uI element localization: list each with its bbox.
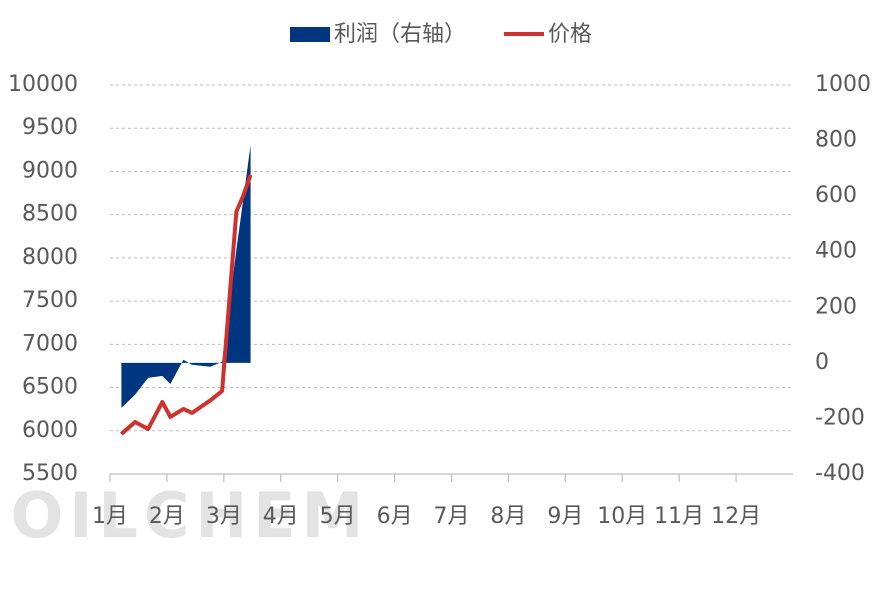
y2-tick-label: -200 (815, 405, 865, 430)
y2-tick-label: 1000 (815, 72, 871, 97)
x-tick-label: 3月 (206, 504, 242, 529)
y2-tick-label: 0 (815, 350, 829, 375)
y-tick-label: 7500 (22, 288, 78, 313)
y-tick-label: 6000 (22, 418, 78, 443)
y-tick-label: 9000 (22, 158, 78, 183)
legend-label: 价格 (548, 22, 592, 47)
y-tick-label: 6500 (22, 375, 78, 400)
legend-label: 利润（右轴） (334, 22, 466, 47)
x-tick-label: 6月 (377, 504, 413, 529)
y-tick-label: 5500 (22, 461, 78, 486)
x-tick-label: 7月 (434, 504, 470, 529)
y2-tick-label: 200 (815, 294, 857, 319)
x-tick-label: 11月 (654, 504, 704, 529)
y2-tick-label: -400 (815, 461, 865, 486)
y-tick-label: 8000 (22, 245, 78, 270)
x-tick-label: 1月 (92, 504, 128, 529)
x-tick-label: 2月 (149, 504, 185, 529)
area (121, 145, 251, 408)
y2-tick-label: 800 (815, 128, 857, 153)
x-tick-label: 9月 (547, 504, 583, 529)
y-tick-label: 8500 (22, 202, 78, 227)
x-tick-label: 8月 (490, 504, 526, 529)
x-tick-label: 12月 (711, 504, 761, 529)
x-tick-label: 10月 (597, 504, 647, 529)
line (120, 174, 253, 436)
y-tick-label: 7000 (22, 331, 78, 356)
x-tick-label: 4月 (263, 504, 299, 529)
y2-tick-label: 400 (815, 239, 857, 264)
legend-swatch (290, 27, 330, 42)
watermark: OILCHEM (11, 479, 370, 552)
x-tick-label: 5月 (320, 504, 356, 529)
y2-tick-label: 600 (815, 183, 857, 208)
y-tick-label: 10000 (8, 72, 78, 97)
y-tick-label: 9500 (22, 115, 78, 140)
